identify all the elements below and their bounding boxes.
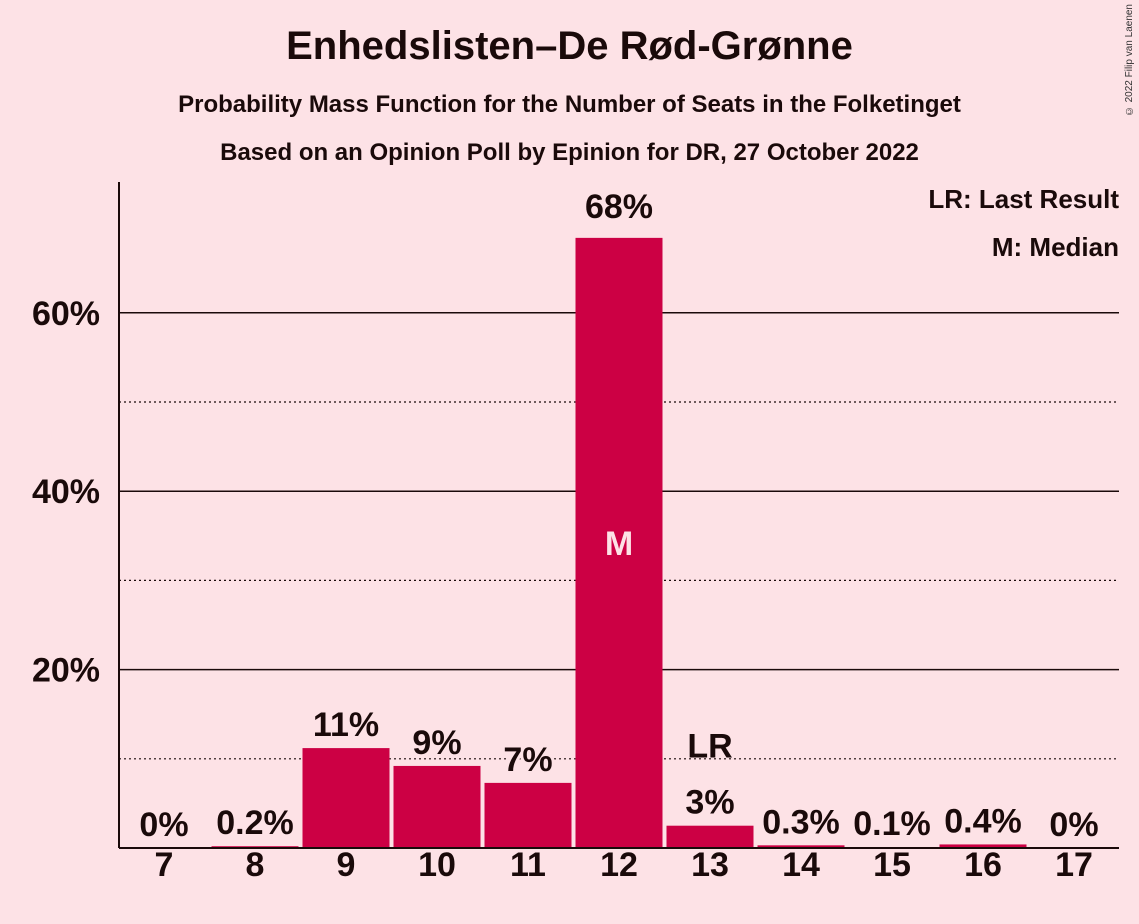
data-label: 68% — [585, 188, 653, 226]
last-result-marker: LR — [687, 728, 732, 766]
data-label: 0.4% — [944, 802, 1022, 840]
bar — [302, 748, 390, 848]
x-tick-label: 7 — [155, 846, 174, 884]
data-label: 0% — [1049, 806, 1098, 844]
data-label: 0% — [139, 806, 188, 844]
x-tick-label: 10 — [418, 846, 456, 884]
bar — [757, 845, 845, 848]
median-marker: M — [605, 525, 633, 563]
y-tick-label: 40% — [32, 473, 100, 511]
data-label: 0.1% — [853, 805, 931, 843]
legend-last-result: LR: Last Result — [928, 184, 1119, 214]
x-tick-label: 12 — [600, 846, 638, 884]
bar — [484, 782, 572, 848]
bar — [939, 844, 1027, 848]
data-label: 0.3% — [762, 803, 840, 841]
chart-title: Enhedslisten–De Rød-Grønne — [286, 24, 853, 68]
y-tick-label: 20% — [32, 652, 100, 690]
x-tick-label: 17 — [1055, 846, 1093, 884]
x-tick-label: 11 — [510, 846, 546, 884]
bar — [393, 765, 481, 848]
data-label: 3% — [685, 784, 734, 822]
legend-median: M: Median — [991, 232, 1119, 262]
x-tick-label: 13 — [691, 846, 729, 884]
data-label: 7% — [503, 741, 552, 779]
x-tick-label: 14 — [782, 846, 820, 884]
x-tick-label: 15 — [873, 846, 911, 884]
x-tick-label: 8 — [246, 846, 265, 884]
x-tick-label: 16 — [964, 846, 1002, 884]
data-label: 0.2% — [216, 804, 294, 842]
data-label: 11% — [313, 706, 379, 744]
data-label: 9% — [412, 724, 461, 762]
x-tick-label: 9 — [337, 846, 356, 884]
y-tick-label: 60% — [32, 295, 100, 333]
chart-source-note: Based on an Opinion Poll by Epinion for … — [220, 139, 919, 166]
chart-subtitle: Probability Mass Function for the Number… — [178, 91, 961, 118]
bar — [575, 237, 663, 848]
bar — [666, 825, 754, 848]
